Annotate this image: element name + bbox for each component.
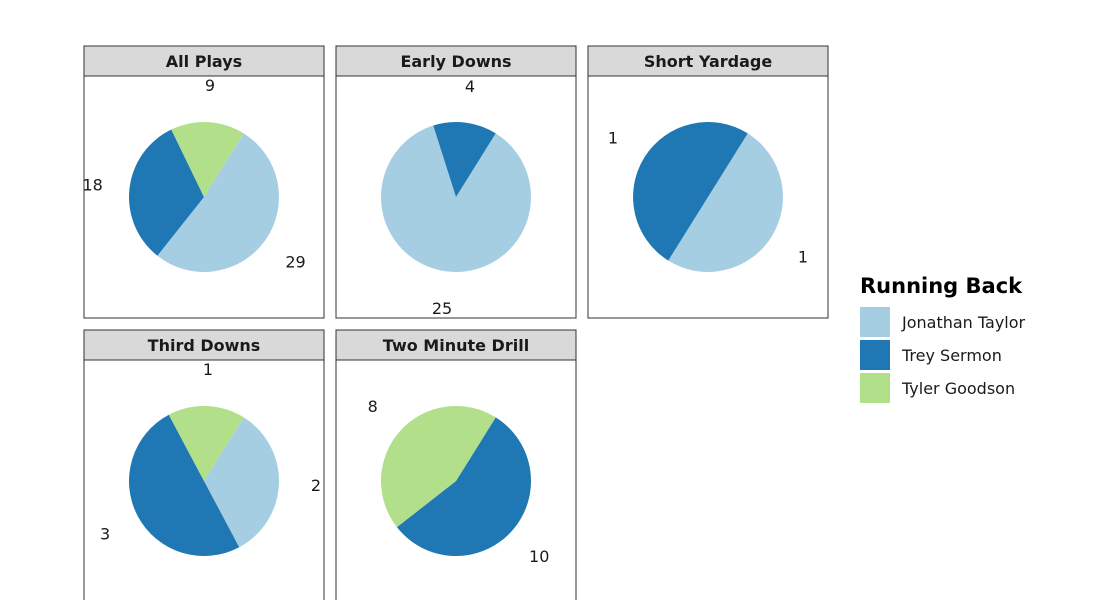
pie-slice-jonathan-taylor	[157, 133, 279, 272]
legend-swatch	[860, 307, 890, 337]
slice-value-label: 18	[82, 176, 102, 195]
legend-swatch	[860, 373, 890, 403]
slice-value-label: 8	[368, 397, 378, 416]
legend-swatch	[860, 340, 890, 370]
slice-value-label: 3	[100, 525, 110, 544]
legend-title: Running Back	[860, 274, 1023, 298]
pie-slice-tyler-goodson	[168, 406, 244, 481]
pie-slice-trey-sermon	[396, 417, 531, 556]
legend-label: Tyler Goodson	[901, 379, 1015, 398]
facet-strip	[335, 329, 577, 361]
pie-slice-trey-sermon	[129, 129, 204, 256]
pie-slice-jonathan-taylor	[380, 125, 531, 273]
slice-value-label: 9	[205, 76, 215, 95]
facet-title: All Plays	[166, 52, 242, 71]
facet-title: Third Downs	[148, 336, 261, 355]
facet-early-downs: Early Downs 25 4	[335, 45, 577, 319]
facet-strip	[83, 45, 325, 77]
slice-value-label: 10	[529, 547, 549, 566]
pie-slice-tyler-goodson	[380, 405, 496, 528]
facet-title: Early Downs	[400, 52, 511, 71]
slice-value-label: 1	[203, 360, 213, 379]
legend-item-jonathan-taylor: Jonathan Taylor	[860, 307, 1026, 337]
legend-item-trey-sermon: Trey Sermon	[860, 340, 1002, 370]
slice-value-label: 1	[798, 247, 808, 266]
facet-two-minute-drill: Two Minute Drill 10 8	[335, 329, 577, 600]
pie-slice-jonathan-taylor	[204, 417, 280, 548]
slice-value-label: 4	[465, 77, 475, 96]
facet-strip	[587, 45, 829, 77]
slice-value-label: 1	[608, 129, 618, 148]
pie-slice-tyler-goodson	[171, 122, 244, 197]
facet-title: Two Minute Drill	[383, 336, 529, 355]
facet-all-plays: All Plays 29 18 9	[82, 45, 325, 319]
pie-slice-trey-sermon	[129, 414, 240, 556]
facet-third-downs: Third Downs 2 3 1	[83, 329, 325, 600]
pie-slice-trey-sermon	[433, 121, 496, 197]
pie-slice-jonathan-taylor	[668, 133, 783, 272]
facet-strip	[83, 329, 325, 361]
legend: Running Back Jonathan Taylor Trey Sermon Ty…	[860, 274, 1026, 403]
legend-item-tyler-goodson: Tyler Goodson	[860, 373, 1015, 403]
slice-value-label: 2	[311, 476, 321, 495]
facet-short-yardage: Short Yardage 1 1	[587, 45, 829, 319]
legend-label: Trey Sermon	[901, 346, 1002, 365]
slice-value-label: 25	[432, 299, 452, 318]
slice-value-label: 29	[285, 253, 305, 272]
facet-title: Short Yardage	[644, 52, 773, 71]
pie-slice-trey-sermon	[633, 122, 748, 261]
legend-label: Jonathan Taylor	[901, 313, 1026, 332]
